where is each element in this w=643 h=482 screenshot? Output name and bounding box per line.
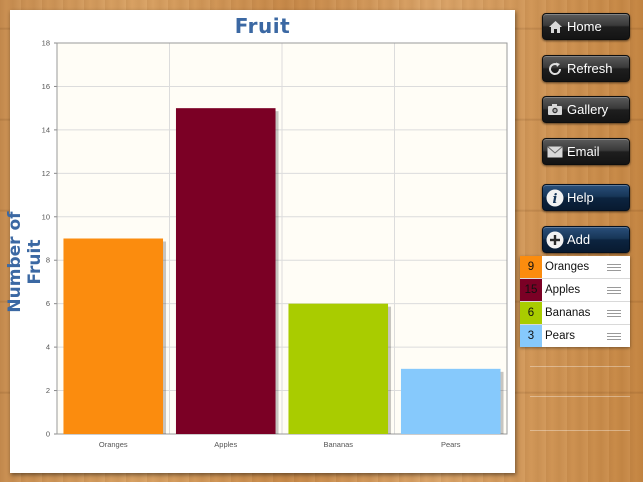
help-label: Help — [567, 190, 594, 205]
legend-label: Oranges — [545, 261, 590, 273]
gallery-label: Gallery — [567, 102, 609, 117]
add-button[interactable]: Add — [542, 226, 630, 253]
y-tick-label: 0 — [46, 430, 50, 439]
y-tick-label: 10 — [42, 212, 50, 221]
legend-value: 6 — [520, 302, 542, 324]
divider — [530, 430, 630, 431]
drag-handle-icon[interactable] — [607, 263, 621, 271]
svg-text:i: i — [553, 192, 558, 207]
email-label: Email — [567, 144, 600, 159]
help-button[interactable]: i Help — [542, 184, 630, 211]
bar-chart: 0 2 4 6 8 10 12 14 16 18 Oranges Apples Bananas Pears — [42, 39, 508, 449]
gallery-button[interactable]: Gallery — [542, 96, 630, 123]
refresh-button[interactable]: Refresh — [542, 55, 630, 82]
divider — [530, 396, 630, 397]
info-icon: i — [546, 189, 564, 207]
bar-bananas — [288, 303, 389, 434]
camera-icon — [546, 101, 564, 119]
refresh-label: Refresh — [567, 61, 613, 76]
y-tick-label: 18 — [42, 39, 50, 48]
legend-value: 15 — [520, 279, 542, 301]
legend-item-bananas[interactable]: 6 Bananas — [520, 302, 630, 325]
mail-icon — [546, 143, 564, 161]
legend-list: 9 Oranges 15 Apples 6 Bananas 3 Pears — [520, 256, 630, 347]
legend-label: Pears — [545, 330, 576, 342]
home-button[interactable]: Home — [542, 13, 630, 40]
add-label: Add — [567, 232, 591, 247]
legend-item-apples[interactable]: 15 Apples — [520, 279, 630, 302]
refresh-icon — [546, 60, 564, 78]
y-tick-label: 14 — [42, 125, 50, 134]
y-tick-label: 8 — [46, 256, 50, 265]
legend-label: Bananas — [545, 307, 591, 319]
x-tick-label: Bananas — [323, 440, 353, 449]
bar-apples — [175, 108, 276, 435]
x-tick-label: Oranges — [99, 440, 128, 449]
divider — [530, 366, 630, 367]
legend-value: 9 — [520, 256, 542, 278]
plus-icon — [546, 231, 564, 249]
drag-handle-icon[interactable] — [607, 332, 621, 340]
legend-value: 3 — [520, 325, 542, 347]
chart-paper: Fruit Number of Fruit 0 2 4 6 8 10 12 14 16 18 Ora… — [5, 10, 515, 473]
x-tick-label: Apples — [214, 440, 237, 449]
home-icon — [546, 18, 564, 36]
x-tick-label: Pears — [441, 440, 461, 449]
drag-handle-icon[interactable] — [607, 286, 621, 294]
y-tick-label: 6 — [46, 299, 50, 308]
bar-pears — [400, 368, 501, 434]
chart-title: Fruit — [234, 14, 291, 38]
legend-label: Apples — [545, 284, 581, 296]
plot-border — [56, 42, 508, 435]
y-tick-label: 12 — [42, 169, 50, 178]
y-tick-label: 2 — [46, 386, 50, 395]
email-button[interactable]: Email — [542, 138, 630, 165]
bar-oranges — [63, 238, 164, 434]
y-tick-label: 16 — [42, 82, 50, 91]
home-label: Home — [567, 19, 602, 34]
drag-handle-icon[interactable] — [607, 309, 621, 317]
y-tick-label: 4 — [46, 343, 50, 352]
legend-item-pears[interactable]: 3 Pears — [520, 325, 630, 347]
legend-item-oranges[interactable]: 9 Oranges — [520, 256, 630, 279]
